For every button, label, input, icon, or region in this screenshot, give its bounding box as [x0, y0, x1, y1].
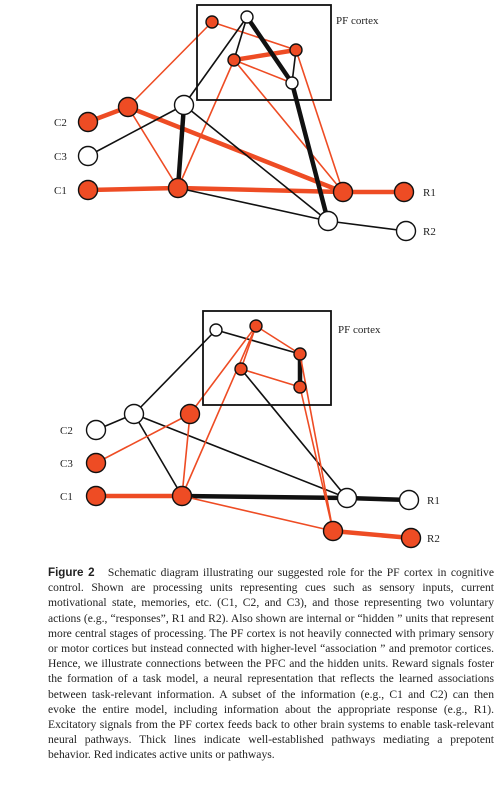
unit-o2	[317, 210, 339, 232]
edge-h2-h3	[181, 413, 191, 497]
unit-c2	[85, 419, 107, 441]
edge-o2-r2	[327, 220, 407, 232]
edge-p3-p4	[231, 47, 299, 63]
label-c1: C1	[54, 185, 67, 197]
edge-h1-o1	[125, 104, 346, 195]
unit-r1	[393, 181, 415, 203]
unit-r2	[395, 220, 417, 242]
edge-p3-p5	[240, 368, 301, 388]
unit-o2	[322, 520, 344, 542]
edge-p3-o1	[233, 59, 344, 193]
edge-p4-o1	[295, 49, 344, 193]
edge-p2-p5	[244, 14, 295, 86]
label-c2: C2	[54, 117, 67, 129]
unit-p5	[293, 380, 307, 394]
figure-caption: Figure 2 Schematic diagram illustrating …	[48, 565, 494, 763]
unit-p4	[293, 347, 307, 361]
label-c2: C2	[60, 425, 73, 437]
unit-r2	[400, 527, 422, 549]
label-r2: R2	[423, 226, 436, 238]
edge-h3-o2	[181, 495, 334, 532]
label-c1: C1	[60, 491, 73, 503]
edge-h2-p2	[183, 16, 248, 106]
unit-o1	[336, 487, 358, 509]
pf-cortex-label: PF cortex	[338, 324, 381, 336]
edge-p5-o2	[289, 80, 331, 224]
label-r1: R1	[427, 495, 440, 507]
edge-h3-o2	[177, 187, 329, 222]
unit-c2	[77, 111, 99, 133]
unit-p2	[240, 10, 254, 24]
label-c3: C3	[54, 151, 67, 163]
edge-h3-o1	[175, 185, 346, 195]
diagram-top: PF cortex C1 C2 C3 R1 R2	[54, 4, 436, 242]
edge-h2-o2	[183, 104, 329, 222]
unit-c1	[77, 179, 99, 201]
caption-label: Figure 2	[48, 566, 95, 579]
unit-p3	[227, 53, 241, 67]
edge-p2-p4	[255, 325, 301, 355]
unit-p4	[289, 43, 303, 57]
edge-p1-p4	[215, 329, 301, 355]
unit-h3	[167, 177, 189, 199]
unit-c3	[85, 452, 107, 474]
edge-h3-p2	[181, 325, 257, 497]
unit-h1	[123, 403, 145, 425]
edge-h1-h3	[133, 413, 183, 497]
unit-h1	[117, 96, 139, 118]
unit-p2	[249, 319, 263, 333]
unit-r1	[398, 489, 420, 511]
pf-cortex-box	[196, 4, 332, 101]
label-c3: C3	[60, 458, 73, 470]
unit-h3	[171, 485, 193, 507]
caption-text: Schematic diagram illustrating our sugge…	[48, 566, 494, 762]
edge-h3-o1	[179, 493, 350, 501]
edge-h2-h3	[175, 102, 187, 191]
edge-h2-p2	[189, 325, 257, 415]
edge-p3-p5	[233, 59, 293, 84]
unit-h2	[173, 94, 195, 116]
pf-cortex-box	[202, 310, 332, 406]
label-r1: R1	[423, 187, 436, 199]
unit-p3	[234, 362, 248, 376]
edge-h1-o1	[133, 413, 348, 499]
edge-p3-o1	[240, 368, 348, 499]
unit-o1	[332, 181, 354, 203]
unit-c3	[77, 145, 99, 167]
unit-h2	[179, 403, 201, 425]
edge-p2-p3	[240, 325, 257, 370]
edge-o2-r2	[330, 528, 414, 541]
unit-p1	[205, 15, 219, 29]
edge-c3-h2	[87, 104, 185, 157]
unit-p5	[285, 76, 299, 90]
label-r2: R2	[427, 533, 440, 545]
diagram-bottom: PF cortex C2 C3 C1 R1 R2	[60, 310, 440, 549]
edge-p1-p4	[211, 21, 297, 51]
edge-h1-h3	[127, 106, 179, 189]
edge-c1-h3	[85, 185, 181, 193]
unit-p1	[209, 323, 223, 337]
edge-h3-p3	[177, 59, 235, 189]
unit-c1	[85, 485, 107, 507]
edge-p5-o2	[299, 386, 334, 532]
edge-h1-p1	[127, 21, 213, 108]
figure-diagrams: PF cortex C1 C2 C3 R1 R2 PF cortex C2 C3 C1 R1 R2	[54, 4, 440, 549]
edge-c3-h2	[95, 413, 191, 464]
edge-o1-r1	[344, 495, 412, 503]
edge-p4-o2	[299, 353, 334, 532]
pf-cortex-label: PF cortex	[336, 15, 379, 27]
edge-p2-p3	[233, 16, 248, 61]
